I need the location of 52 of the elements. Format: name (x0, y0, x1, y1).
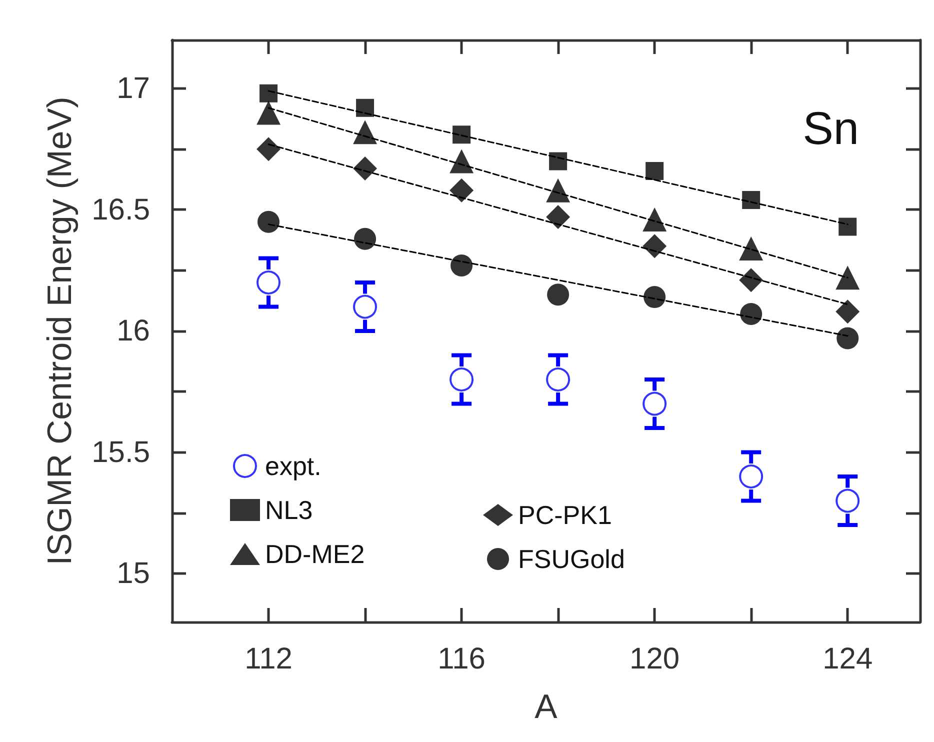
point (836, 300, 860, 324)
point (549, 152, 568, 170)
x-tick-label: 112 (244, 642, 292, 676)
point (450, 254, 473, 277)
point (353, 120, 378, 144)
point (258, 210, 280, 233)
legend-label: NL3 (265, 495, 313, 525)
y-tick-label: 17 (116, 72, 150, 105)
point (836, 488, 860, 513)
point (642, 234, 667, 258)
legend-label: PC-PK1 (518, 500, 612, 530)
point (353, 156, 378, 181)
y-tick-label: 15 (116, 557, 150, 590)
point (838, 218, 857, 236)
point (354, 228, 376, 250)
x-tick-label: 116 (438, 642, 486, 676)
point (450, 178, 474, 202)
y-tick-label: 15.5 (92, 436, 150, 469)
annotation: Sn (802, 102, 859, 154)
point (644, 286, 666, 308)
point (642, 392, 667, 416)
point (450, 368, 474, 392)
legend-label: expt. (265, 451, 322, 481)
point (646, 162, 664, 180)
point (739, 268, 764, 292)
point (546, 368, 570, 392)
point (256, 137, 281, 162)
point (260, 84, 278, 102)
point (547, 284, 570, 306)
point (836, 266, 860, 290)
point (256, 100, 281, 125)
point (642, 207, 667, 232)
y-axis-title: ISGMR Centroid Energy (MeV) (41, 96, 79, 566)
x-tick-label: 120 (630, 642, 680, 676)
point (353, 294, 378, 319)
point (452, 126, 471, 144)
point (450, 149, 474, 174)
legend-label: DD-ME2 (265, 539, 365, 569)
point (546, 205, 570, 230)
point (739, 236, 764, 261)
legend-label: FSUGold (518, 544, 625, 574)
x-tick-label: 124 (822, 642, 873, 676)
point (740, 303, 762, 326)
point (836, 327, 859, 350)
point (546, 178, 570, 202)
x-axis-title: A (534, 688, 558, 726)
point (356, 98, 374, 117)
point (742, 191, 760, 210)
point (739, 464, 764, 488)
y-tick-label: 16.5 (92, 193, 150, 226)
y-tick-label: 16 (116, 314, 150, 348)
point (256, 270, 281, 294)
